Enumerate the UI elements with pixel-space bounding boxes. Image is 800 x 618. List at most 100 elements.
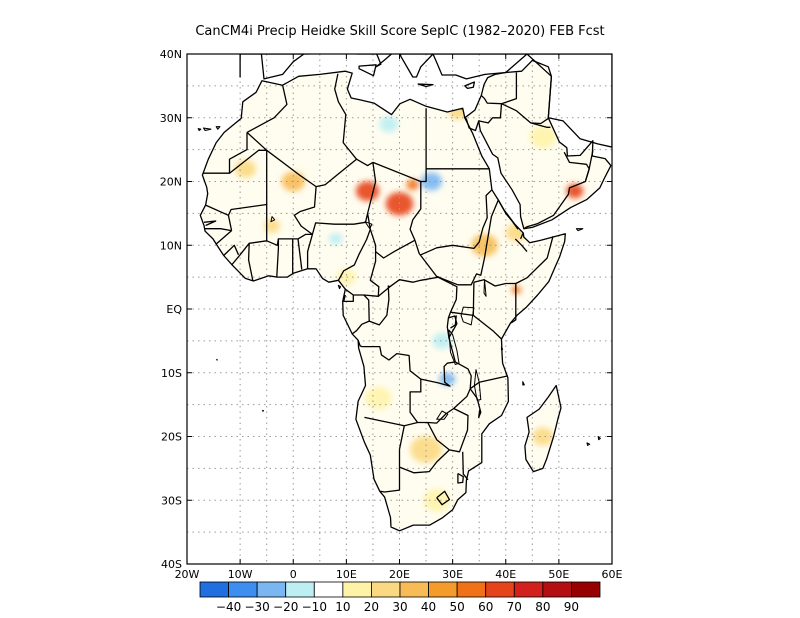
lon-tick-labels: 20W 10W 0 10E 20E 30E 40E 50E 60E: [175, 54, 623, 581]
country-border: [515, 236, 554, 285]
coastline-iberia: [239, 54, 310, 80]
country-border: [420, 189, 493, 256]
lon-tick-label: 10W: [228, 568, 253, 581]
island-outline: [197, 128, 202, 132]
colorbar: −40 −30 −20 −10 10 20 30 40 50 60 70 80 90: [199, 581, 601, 614]
skill-patch: [355, 181, 380, 202]
country-border: [343, 294, 354, 303]
lat-tick-labels: 40N 30N 20N 10N EQ 10S 20S 30S 40S: [160, 48, 612, 571]
colorbar-label: 40: [421, 600, 436, 614]
colorbar-swatch: [485, 581, 515, 598]
country-border: [297, 238, 303, 270]
colorbar-label: 30: [392, 600, 407, 614]
skill-patch: [264, 219, 280, 233]
country-border: [344, 251, 380, 297]
skill-patch: [410, 435, 442, 463]
country-border: [266, 204, 313, 246]
coastline-madagascar: [524, 384, 562, 473]
colorbar-swatch: [285, 581, 315, 598]
country-border: [215, 230, 233, 245]
colorbar-swatch: [513, 581, 544, 598]
country-border: [366, 162, 416, 259]
country-border: [478, 94, 503, 124]
skill-patch: [328, 233, 343, 245]
lake-outline: [270, 216, 276, 223]
country-border: [223, 244, 240, 256]
country-border: [202, 132, 248, 174]
lon-tick-label: 30E: [442, 568, 463, 581]
lake-outline: [436, 410, 449, 420]
colorbar-swatch: [199, 581, 229, 598]
island-outline: [522, 381, 525, 386]
country-border: [497, 199, 519, 230]
island-outline: [500, 346, 504, 351]
country-border: [457, 472, 464, 484]
lake-outline: [473, 369, 482, 401]
skill-patch: [234, 159, 256, 178]
coastline-sicily: [358, 64, 377, 77]
country-border: [427, 407, 469, 453]
lon-tick-label: 10E: [336, 568, 357, 581]
colorbar-swatch: [456, 581, 487, 598]
coastline-iran: [526, 54, 612, 148]
colorbar-label: 60: [478, 600, 493, 614]
colorbar-label: 90: [564, 600, 579, 614]
colorbar-swatch: [313, 581, 344, 598]
country-border: [398, 425, 405, 450]
lake-outline: [460, 306, 475, 326]
colorbar-label: −40: [216, 600, 241, 614]
colorbar-swatch: [371, 581, 401, 598]
colorbar-swatch: [228, 581, 258, 598]
country-border: [520, 232, 524, 240]
colorbar-swatch: [342, 581, 372, 598]
country-border: [203, 220, 217, 227]
colorbar-swatch: [256, 581, 287, 598]
skill-patch: [379, 116, 399, 133]
country-border: [417, 361, 472, 424]
island-outline: [163, 207, 168, 215]
coastline-turkey: [432, 54, 528, 80]
coastline-africa: [199, 70, 566, 532]
country-border: [514, 238, 528, 253]
skill-patch: [365, 387, 392, 410]
lat-tick-label: 40N: [160, 48, 182, 61]
country-border: [409, 181, 499, 286]
colorbar-swatch: [399, 581, 429, 598]
country-border: [368, 285, 391, 326]
country-border: [357, 339, 422, 427]
lat-tick-label: EQ: [166, 303, 182, 316]
coastline-greece: [399, 54, 434, 78]
country-border: [246, 85, 288, 133]
skill-patch: [336, 269, 356, 286]
skill-patch: [529, 125, 557, 149]
island-outline: [261, 409, 265, 412]
lat-tick-label: 40S: [161, 558, 182, 571]
lat-tick-label: 30S: [161, 494, 182, 507]
colorbar-label: 50: [449, 600, 464, 614]
country-border: [584, 150, 594, 182]
skill-patch: [439, 372, 456, 386]
colorbar-label: 70: [507, 600, 522, 614]
colorbar-label: −20: [273, 600, 298, 614]
country-border: [448, 315, 458, 339]
country-border: [247, 240, 267, 282]
country-border: [530, 122, 551, 128]
lat-tick-label: 10N: [160, 239, 182, 252]
country-borders: [163, 54, 612, 532]
colorbar-label: 80: [535, 600, 550, 614]
country-border: [351, 294, 370, 335]
island-outline: [216, 358, 218, 361]
country-border: [472, 314, 502, 340]
country-border: [337, 229, 371, 281]
colorbar-label: 20: [364, 600, 379, 614]
lon-tick-label: 50E: [548, 568, 569, 581]
island-outline: [597, 435, 601, 441]
country-border: [227, 215, 233, 231]
lat-tick-label: 10S: [161, 367, 182, 380]
country-border: [501, 72, 518, 105]
colorbar-swatch: [571, 581, 601, 598]
colorbar-label: 10: [335, 600, 350, 614]
island-outline: [586, 442, 591, 446]
skill-patch: [406, 179, 420, 191]
island-outline: [215, 126, 221, 130]
